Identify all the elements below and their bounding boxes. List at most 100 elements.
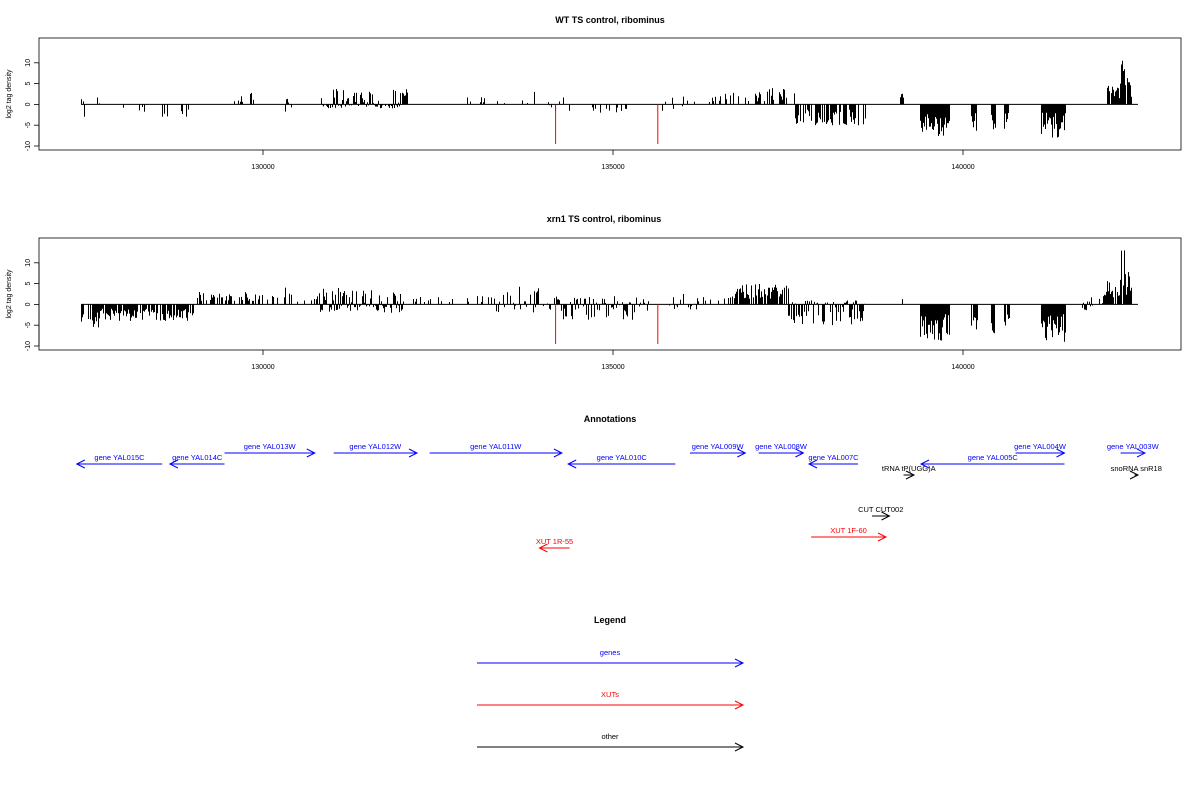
xrn1-y-axis: -10 -5 0 5 10 <box>25 259 40 351</box>
annotation-feature: XUT 1R-55 <box>536 537 573 553</box>
annotation-feature: gene YAL014C <box>168 453 225 469</box>
y-tick-label: -10 <box>25 341 32 351</box>
y-tick-label: 10 <box>25 259 32 267</box>
density-bar-segment <box>496 286 551 313</box>
density-bar-segment <box>162 104 189 117</box>
density-bar-segment <box>333 89 401 109</box>
legend-item: genes <box>477 648 745 668</box>
y-tick-label: 0 <box>25 302 32 306</box>
legend-item: XUTs <box>477 690 745 710</box>
x-tick-label: 130000 <box>251 364 274 371</box>
legend-arrow-head <box>734 700 745 710</box>
xrn1-density-bars <box>81 250 1138 344</box>
xrn1-plot-frame <box>38 237 1182 351</box>
density-bar-segment <box>554 296 649 320</box>
annotation-feature: gene YAL011W <box>429 442 564 458</box>
density-bar-segment <box>467 97 485 105</box>
annotation-arrow-head <box>1136 448 1147 458</box>
y-tick-label: 5 <box>25 82 32 86</box>
density-bar-segment <box>971 104 977 131</box>
y-tick-label: 10 <box>25 59 32 67</box>
annotation-feature: XUT 1F-60 <box>811 526 888 542</box>
wt-density-panel: WT TS control, ribominus log2 tag densit… <box>6 15 1182 171</box>
annotation-arrow-head <box>877 532 888 542</box>
annotation-feature: snoRNA snR18 <box>1111 464 1162 480</box>
annotation-feature: gene YAL015C <box>75 453 163 469</box>
annotation-label: gene YAL011W <box>470 442 522 451</box>
xrn1-x-axis: 130000 135000 140000 <box>251 350 975 371</box>
annotation-feature: gene YAL003W <box>1107 442 1160 458</box>
density-bar-segment <box>1107 83 1122 105</box>
density-bar-segment <box>1124 78 1132 105</box>
density-bar-segment <box>1103 279 1122 305</box>
density-bar-segment <box>1082 297 1103 311</box>
density-bar-segment <box>900 93 904 105</box>
density-bar-segment <box>725 92 768 105</box>
density-bar-segment <box>1121 60 1125 105</box>
x-tick-label: 135000 <box>601 364 624 371</box>
annotation-label: gene YAL007C <box>808 453 859 462</box>
density-bar-segment <box>1004 304 1010 326</box>
annotation-label: gene YAL008W <box>755 442 808 451</box>
density-bar-segment <box>1004 104 1009 129</box>
y-tick-label: 0 <box>25 102 32 106</box>
density-bar-segment <box>1041 104 1066 138</box>
density-bar-segment <box>920 304 950 341</box>
density-bar-segment <box>297 296 318 305</box>
wt-density-bars <box>81 60 1138 144</box>
density-bar-segment <box>402 89 408 105</box>
density-bar-segment <box>285 98 292 112</box>
density-bar-segment <box>1041 304 1066 342</box>
annotation-arrow-head <box>306 448 316 458</box>
x-tick-label: 140000 <box>951 364 974 371</box>
wt-plot-frame <box>38 37 1182 151</box>
density-bar-segment <box>497 100 528 105</box>
legend-label: XUTs <box>601 690 619 699</box>
legend-label: other <box>601 732 619 741</box>
annotation-feature: gene YAL004W <box>1014 442 1067 458</box>
legend-item: other <box>477 732 745 752</box>
legend-label: genes <box>600 648 621 657</box>
density-bar-segment <box>321 98 333 109</box>
annotations-title: Annotations <box>584 414 637 424</box>
annotation-feature: CUT CUT002 <box>858 505 903 521</box>
annotation-arrow-head <box>168 459 179 469</box>
annotation-feature: gene YAL007C <box>807 453 859 469</box>
legend-arrow-head <box>734 742 745 752</box>
density-bar-segment <box>139 104 145 112</box>
wt-panel-title: WT TS control, ribominus <box>555 15 665 25</box>
density-bar-segment <box>99 304 194 321</box>
x-tick-label: 130000 <box>251 164 274 171</box>
y-tick-label: 5 <box>25 282 32 286</box>
annotation-feature: gene YAL005C <box>919 453 1065 469</box>
annotation-arrow-head <box>567 459 577 469</box>
density-bar-segment <box>991 104 996 130</box>
density-bar-segment <box>788 300 865 326</box>
legend: genes XUTs other <box>477 648 745 752</box>
density-bar-segment <box>234 96 243 105</box>
density-bar-segment <box>732 284 789 305</box>
annotation-label: gene YAL012W <box>349 442 402 451</box>
annotation-feature: gene YAL008W <box>755 442 808 458</box>
density-bar-segment <box>920 104 950 136</box>
annotation-label: XUT 1R-55 <box>536 537 573 546</box>
wt-x-axis: 130000 135000 140000 <box>251 150 975 171</box>
density-bar-segment <box>197 292 250 305</box>
y-tick-label: -5 <box>25 322 32 328</box>
annotation-arrow-head <box>881 511 891 521</box>
density-bar-segment <box>81 304 100 328</box>
density-bar-segment <box>767 88 795 105</box>
annotation-track: gene YAL015C gene YAL014C gene YAL013W gene… <box>75 442 1162 553</box>
xrn1-density-panel: xrn1 TS control, ribominus log2 tag dens… <box>6 214 1182 371</box>
annotation-arrow-head <box>538 543 548 553</box>
density-bar-segment <box>683 96 726 105</box>
y-tick-label: -5 <box>25 122 32 128</box>
annotation-label: gene YAL003W <box>1107 442 1160 451</box>
density-bar-segment <box>592 104 627 113</box>
annotation-label: CUT CUT002 <box>858 505 903 514</box>
annotation-label: snoRNA snR18 <box>1111 464 1162 473</box>
annotation-arrow-head <box>1056 448 1066 458</box>
annotation-arrow-head <box>553 448 564 458</box>
density-bar-segment <box>319 288 404 313</box>
